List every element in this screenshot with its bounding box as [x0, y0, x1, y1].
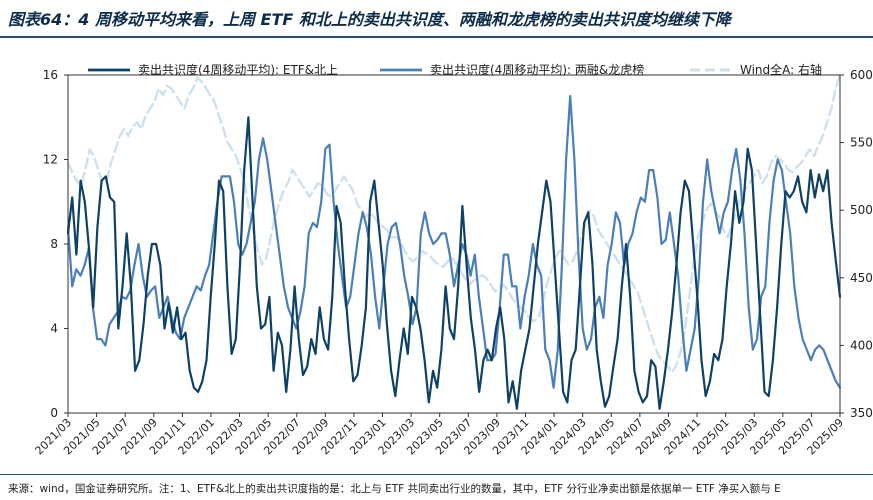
- y-left-tick-label: 4: [50, 322, 58, 336]
- y-left-tick-label: 8: [50, 237, 58, 251]
- y-left-tick-label: 12: [43, 153, 58, 167]
- plot-frame: [67, 74, 841, 414]
- footer-rule: [0, 474, 873, 475]
- chart-title: 图表64：4 周移动平均来看，上周 ETF 和北上的卖出共识度、两融和龙虎榜的卖…: [8, 10, 731, 29]
- y-right-tick-label: 550: [850, 136, 873, 150]
- y-right-tick-label: 600: [850, 68, 873, 82]
- y-right-tick-label: 450: [850, 271, 873, 285]
- y-left-tick-label: 0: [50, 406, 58, 420]
- y-right-tick-label: 350: [850, 406, 873, 420]
- series-line-2: [66, 94, 842, 389]
- y-right-tick-label: 500: [850, 203, 873, 217]
- legend-label: 卖出共识度(4周移动平均): ETF&北上: [138, 62, 338, 77]
- legend-label: 卖出共识度(4周移动平均): 两融&龙虎榜: [430, 62, 644, 77]
- title-rule: [0, 36, 873, 38]
- legend-label: Wind全A: 右轴: [740, 62, 822, 77]
- y-right-tick-label: 400: [850, 338, 873, 352]
- line-chart: 04812163504004505005506002021/032021/052…: [33, 62, 873, 457]
- series-line-3: [66, 73, 842, 374]
- source-note: 来源：wind，国金证券研究所。注：1、ETF&北上的卖出共识度指的是：北上与 …: [8, 483, 781, 495]
- y-left-tick-label: 16: [43, 68, 58, 82]
- series-line-1: [66, 116, 842, 410]
